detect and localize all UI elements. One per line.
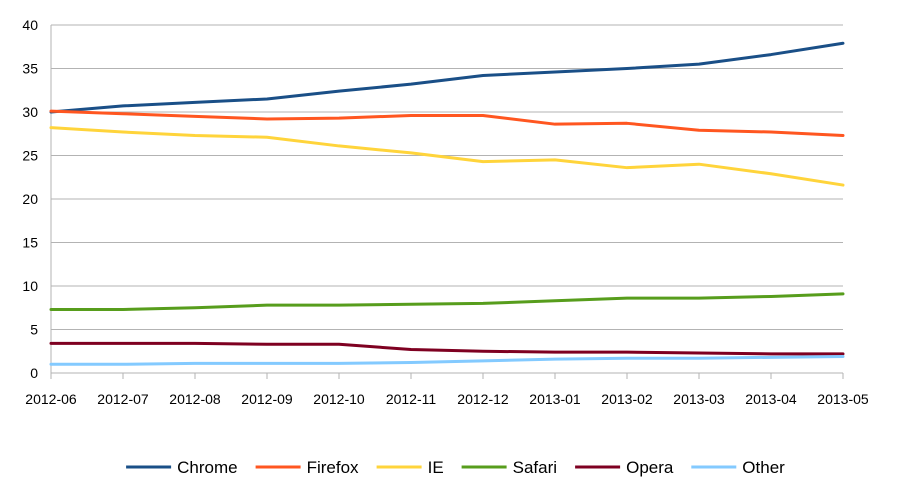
- legend-item-opera: Opera: [575, 458, 674, 477]
- series-line-safari: [49, 292, 845, 311]
- x-tick-label: 2012-09: [241, 391, 293, 407]
- y-tick-label: 15: [22, 235, 38, 251]
- series-line-firefox: [49, 109, 845, 137]
- y-tick-labels: 0 5 10 15 20 25 30 35 40: [22, 17, 38, 381]
- x-tick-label: 2013-05: [817, 391, 869, 407]
- legend: Chrome Firefox IE Safari Opera Other: [126, 458, 785, 477]
- x-tick-label: 2012-08: [169, 391, 221, 407]
- x-tick-label: 2013-01: [529, 391, 581, 407]
- series-line-chrome: [49, 41, 845, 114]
- legend-label: Chrome: [177, 458, 237, 477]
- x-tick-label: 2012-11: [386, 391, 437, 407]
- legend-label: Opera: [626, 458, 674, 477]
- y-tick-label: 25: [22, 148, 38, 164]
- x-tick-label: 2013-02: [601, 391, 653, 407]
- legend-label: IE: [428, 458, 444, 477]
- y-tick-label: 20: [22, 191, 38, 207]
- x-tick-labels: 2012-06 2012-07 2012-08 2012-09 2012-10 2012-…: [25, 391, 869, 407]
- x-tick-label: 2012-07: [97, 391, 149, 407]
- legend-item-firefox: Firefox: [255, 458, 359, 477]
- legend-item-ie: IE: [376, 458, 444, 477]
- series-line-ie: [49, 126, 845, 187]
- x-tick-label: 2012-12: [457, 391, 509, 407]
- legend-label: Safari: [513, 458, 557, 477]
- legend-label: Firefox: [307, 458, 359, 477]
- y-tick-label: 30: [22, 104, 38, 120]
- gridlines: [51, 24, 843, 374]
- y-tick-label: 40: [22, 17, 38, 33]
- y-tick-label: 5: [30, 322, 38, 338]
- x-tick-label: 2013-04: [745, 391, 797, 407]
- x-tick-label: 2012-06: [25, 391, 77, 407]
- legend-item-other: Other: [691, 458, 785, 477]
- legend-item-chrome: Chrome: [126, 458, 238, 477]
- axes: [50, 25, 844, 379]
- x-tick-label: 2012-10: [313, 391, 365, 407]
- x-tick-label: 2013-03: [673, 391, 725, 407]
- y-tick-label: 35: [22, 61, 38, 77]
- legend-item-safari: Safari: [461, 458, 557, 477]
- y-tick-label: 0: [30, 365, 38, 381]
- series-line-other: [49, 354, 845, 366]
- legend-label: Other: [742, 458, 785, 477]
- y-tick-label: 10: [22, 278, 38, 294]
- series-line-opera: [49, 341, 845, 356]
- series-lines: [49, 41, 845, 366]
